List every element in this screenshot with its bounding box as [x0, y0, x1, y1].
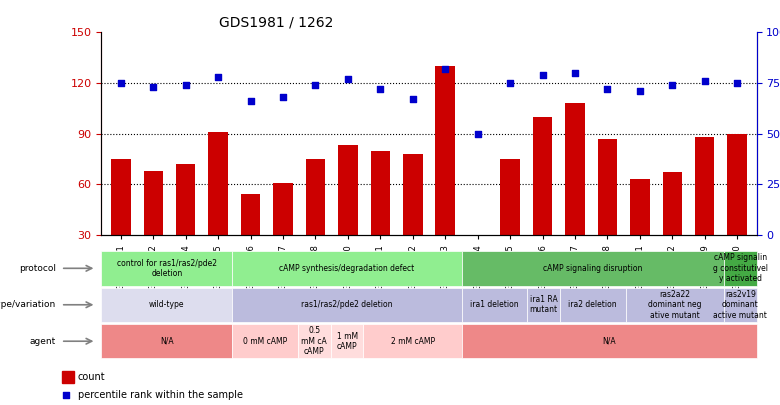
Point: [179, 82, 192, 88]
Point: [504, 80, 516, 86]
Bar: [662, 173, 682, 286]
Text: wild-type: wild-type: [149, 300, 185, 309]
Text: percentile rank within the sample: percentile rank within the sample: [78, 390, 243, 400]
Bar: [144, 171, 163, 286]
Bar: [208, 132, 228, 286]
FancyBboxPatch shape: [626, 288, 724, 322]
Text: genotype/variation: genotype/variation: [0, 300, 56, 309]
Text: protocol: protocol: [19, 264, 56, 273]
Point: [439, 66, 452, 72]
Text: cAMP synthesis/degradation defect: cAMP synthesis/degradation defect: [279, 264, 415, 273]
Point: [406, 96, 419, 102]
Bar: [339, 145, 358, 286]
Point: [537, 72, 549, 78]
FancyBboxPatch shape: [462, 288, 527, 322]
Point: [244, 98, 257, 104]
Text: ras1/ras2/pde2 deletion: ras1/ras2/pde2 deletion: [301, 300, 393, 309]
Point: [212, 74, 225, 80]
Text: ira1 RA
mutant: ira1 RA mutant: [530, 295, 558, 314]
FancyBboxPatch shape: [232, 288, 462, 322]
Text: 0.5
mM cA
cAMP: 0.5 mM cA cAMP: [301, 326, 328, 356]
Bar: [403, 154, 423, 286]
Text: 0 mM cAMP: 0 mM cAMP: [243, 337, 287, 346]
Point: [115, 80, 127, 86]
Bar: [630, 179, 650, 286]
Bar: [273, 183, 292, 286]
Text: cAMP signalin
g constitutivel
y activated: cAMP signalin g constitutivel y activate…: [713, 254, 768, 283]
FancyBboxPatch shape: [101, 324, 232, 358]
Bar: [533, 117, 552, 286]
Point: [60, 392, 73, 398]
Point: [601, 86, 614, 92]
FancyBboxPatch shape: [331, 324, 363, 358]
Point: [731, 80, 743, 86]
Point: [471, 130, 484, 137]
Text: N/A: N/A: [160, 337, 174, 346]
Bar: [597, 139, 617, 286]
FancyBboxPatch shape: [101, 288, 232, 322]
Bar: [695, 137, 714, 286]
Point: [374, 86, 387, 92]
Text: ras2a22
dominant neg
ative mutant: ras2a22 dominant neg ative mutant: [648, 290, 701, 320]
Text: 2 mM cAMP: 2 mM cAMP: [391, 337, 434, 346]
Text: 1 mM
cAMP: 1 mM cAMP: [336, 332, 358, 351]
Point: [569, 70, 581, 76]
FancyBboxPatch shape: [363, 324, 462, 358]
Text: count: count: [78, 372, 105, 382]
Text: control for ras1/ras2/pde2
deletion: control for ras1/ras2/pde2 deletion: [117, 259, 217, 278]
Bar: [468, 238, 488, 286]
Text: ira2 deletion: ira2 deletion: [569, 300, 617, 309]
Bar: [176, 164, 196, 286]
FancyBboxPatch shape: [724, 251, 757, 286]
Bar: [306, 159, 325, 286]
Point: [666, 82, 679, 88]
Point: [342, 76, 354, 82]
Bar: [111, 159, 130, 286]
Text: agent: agent: [30, 337, 56, 346]
FancyBboxPatch shape: [298, 324, 331, 358]
FancyBboxPatch shape: [527, 288, 560, 322]
FancyBboxPatch shape: [462, 324, 757, 358]
FancyBboxPatch shape: [101, 251, 232, 286]
FancyBboxPatch shape: [462, 251, 724, 286]
Bar: [241, 194, 261, 286]
Bar: [566, 103, 585, 286]
FancyBboxPatch shape: [232, 324, 298, 358]
Point: [309, 82, 321, 88]
FancyBboxPatch shape: [232, 251, 462, 286]
Point: [633, 88, 646, 94]
Text: ras2v19
dominant
active mutant: ras2v19 dominant active mutant: [713, 290, 768, 320]
Text: cAMP signaling disruption: cAMP signaling disruption: [543, 264, 643, 273]
Point: [147, 84, 160, 90]
Bar: [500, 159, 519, 286]
Bar: [370, 151, 390, 286]
FancyBboxPatch shape: [560, 288, 626, 322]
Text: N/A: N/A: [602, 337, 616, 346]
Point: [277, 94, 289, 100]
Point: [698, 78, 711, 84]
Bar: [435, 66, 455, 286]
Text: ira1 deletion: ira1 deletion: [470, 300, 519, 309]
Bar: [62, 371, 74, 383]
Text: GDS1981 / 1262: GDS1981 / 1262: [219, 16, 334, 30]
Bar: [728, 134, 747, 286]
FancyBboxPatch shape: [724, 288, 757, 322]
